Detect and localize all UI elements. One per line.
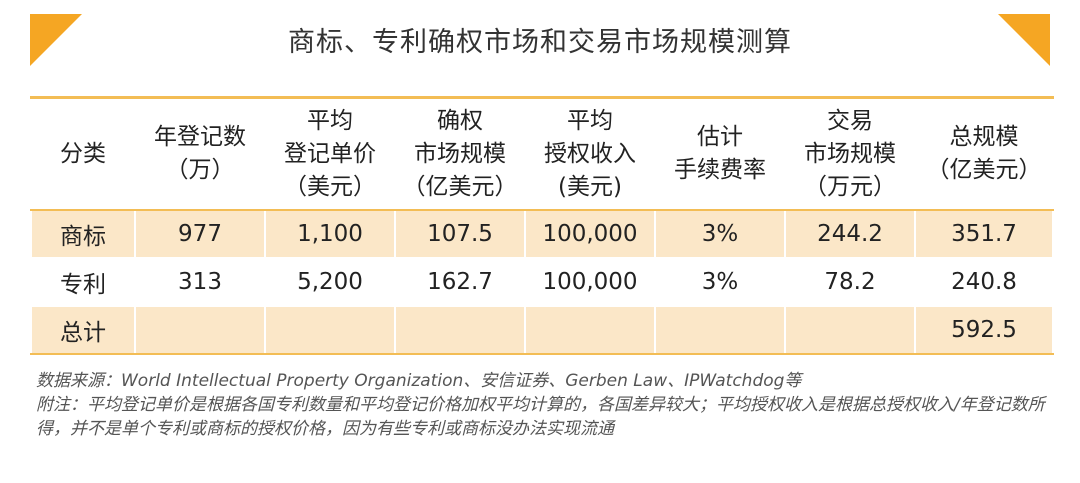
page-title: 商标、专利确权市场和交易市场规模测算 xyxy=(288,27,792,58)
table-cell: 977 xyxy=(134,209,266,259)
source-note: 数据来源：World Intellectual Property Organiz… xyxy=(36,371,802,391)
table-row: 专利 313 5,200 162.7 100,000 3% 78.2 240.8 xyxy=(30,257,1054,307)
row-label-cell: 总计 xyxy=(30,305,136,355)
column-header-line: 市场规模 xyxy=(804,140,896,167)
column-header: 分类 xyxy=(30,96,136,211)
column-header-line: 平均 xyxy=(307,107,353,134)
column-header: 估计 手续费率 xyxy=(654,96,786,211)
column-header-line: 登记单价 xyxy=(284,140,376,167)
table-cell: 100,000 xyxy=(524,209,656,259)
table-cell: 1,100 xyxy=(264,209,396,259)
table-header: 分类 年登记数 （万） 平均登记单价 （美元） 确权市场规模 （亿美元） 平均授权收入 (美元)… xyxy=(30,96,1054,211)
remark-note: 附注：平均登记单价是根据各国专利数量和平均登记价格加权平均计算的，各国差异较大；… xyxy=(36,395,1045,439)
column-header-line: 授权收入 xyxy=(544,140,636,167)
row-label-cell: 商标 xyxy=(30,209,136,259)
table-cell: 3% xyxy=(654,209,786,259)
table-cell: 5,200 xyxy=(264,257,396,307)
column-header: 总规模 （亿美元） xyxy=(914,96,1054,211)
table-cell xyxy=(264,305,396,355)
table-cell: 107.5 xyxy=(394,209,526,259)
column-header: 平均登记单价 （美元） xyxy=(264,96,396,211)
row-label-cell: 专利 xyxy=(30,257,136,307)
table-cell xyxy=(654,305,786,355)
table-cell: 162.7 xyxy=(394,257,526,307)
table-cell: 100,000 xyxy=(524,257,656,307)
table-cell: 244.2 xyxy=(784,209,916,259)
column-header: 确权市场规模 （亿美元） xyxy=(394,96,526,211)
table-row: 总计 592.5 xyxy=(30,305,1054,355)
column-header-line: 总规模 xyxy=(949,124,1019,150)
table-cell: 313 xyxy=(134,257,266,307)
column-header-line: (美元) xyxy=(558,173,622,200)
column-header-line: （万） xyxy=(165,157,235,183)
table-cell: 3% xyxy=(654,257,786,307)
table-cell xyxy=(394,305,526,355)
corner-triangle-left xyxy=(30,14,82,66)
table-row: 商标 977 1,100 107.5 100,000 3% 244.2 351.7 xyxy=(30,209,1054,259)
market-size-table: 分类 年登记数 （万） 平均登记单价 （美元） 确权市场规模 （亿美元） 平均授权收入 (美元)… xyxy=(30,96,1054,355)
column-header-line: （亿美元） xyxy=(402,173,518,200)
column-header-line: 市场规模 xyxy=(414,140,506,167)
column-header-line: 交易 xyxy=(827,107,873,134)
table-cell xyxy=(134,305,266,355)
table-cell xyxy=(784,305,916,355)
table-cell: 240.8 xyxy=(914,257,1054,307)
column-header-line: 确权 xyxy=(437,107,483,134)
column-header: 平均授权收入 (美元) xyxy=(524,96,656,211)
column-header: 交易市场规模 （万元） xyxy=(784,96,916,211)
column-header-line: 分类 xyxy=(60,140,106,167)
footnotes: 数据来源：World Intellectual Property Organiz… xyxy=(36,369,1046,441)
column-header: 年登记数 （万） xyxy=(134,96,266,211)
column-header-line: （美元） xyxy=(284,173,376,200)
column-header-line: 年登记数 xyxy=(154,124,246,150)
column-header-line: 手续费率 xyxy=(674,157,766,183)
column-header-line: （亿美元） xyxy=(926,157,1042,183)
table-cell: 592.5 xyxy=(914,305,1054,355)
table-body: 商标 977 1,100 107.5 100,000 3% 244.2 351.7 专利 313 5… xyxy=(30,209,1054,355)
column-header-line: （万元） xyxy=(804,173,896,200)
column-header-line: 平均 xyxy=(567,107,613,134)
corner-triangle-right xyxy=(998,14,1050,66)
table-cell xyxy=(524,305,656,355)
column-header-line: 估计 xyxy=(697,124,743,150)
table-cell: 351.7 xyxy=(914,209,1054,259)
table-cell: 78.2 xyxy=(784,257,916,307)
